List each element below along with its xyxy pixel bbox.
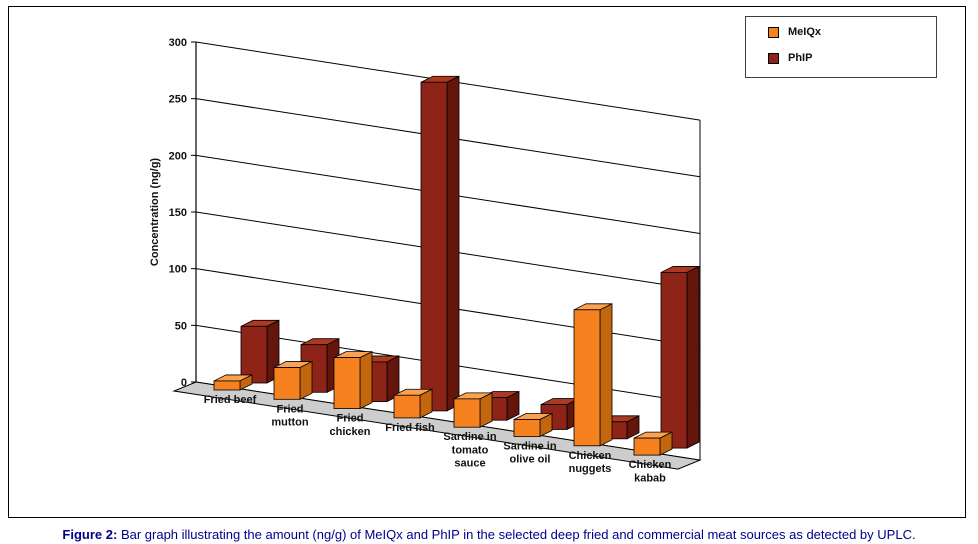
- legend-swatch-phip: [768, 52, 779, 64]
- bar-meiqx-4-side-face: [479, 392, 493, 428]
- legend: MeIQx PhIP: [745, 16, 937, 78]
- legend-item-phip: PhIP: [768, 52, 812, 64]
- category-label-4: Sardine in tomato sauce: [443, 431, 496, 469]
- bar-meiqx-6-side-face: [599, 303, 613, 447]
- y-tick-label-50: 50: [175, 320, 187, 332]
- category-label-0: Fried beef: [204, 394, 257, 406]
- bar-meiqx-2-front-face: [333, 357, 361, 410]
- bar-phip-3: [420, 75, 460, 412]
- bar-meiqx-0-front-face: [213, 380, 241, 391]
- category-label-2: Fried chicken: [330, 413, 371, 438]
- category-label-6: Chicken nuggets: [569, 450, 612, 475]
- bar-phip-1: [300, 338, 340, 393]
- bar-phip-0-front-face: [240, 325, 268, 384]
- y-tick-label-150: 150: [169, 207, 187, 219]
- caption-text: Bar graph illustrating the amount (ng/g)…: [117, 527, 916, 542]
- bar-phip-0: [240, 319, 280, 384]
- bar-phip-3-side-face: [446, 75, 460, 412]
- bar-meiqx-0: [213, 374, 253, 391]
- bar-meiqx-1-front-face: [273, 367, 301, 400]
- bar-phip-7-front-face: [660, 272, 688, 449]
- bar-meiqx-1: [273, 360, 313, 400]
- figure-caption: Figure 2: Bar graph illustrating the amo…: [0, 527, 978, 542]
- category-label-3: Fried fish: [385, 422, 435, 434]
- bar-meiqx-5: [513, 412, 553, 438]
- y-axis-title: Concentration (ng/g): [149, 158, 161, 266]
- legend-item-meiqx: MeIQx: [768, 26, 821, 38]
- y-tick-label-250: 250: [169, 94, 187, 106]
- bar-meiqx-2: [333, 350, 373, 410]
- y-tick-label-0: 0: [181, 377, 187, 389]
- legend-label-meiqx: MeIQx: [788, 26, 822, 38]
- bar-meiqx-4-front-face: [453, 398, 481, 428]
- bar-meiqx-7: [633, 431, 673, 456]
- bar-meiqx-4: [453, 392, 493, 428]
- bar-phip-3-front-face: [420, 81, 448, 412]
- legend-label-phip: PhIP: [788, 52, 813, 64]
- y-tick-label-100: 100: [169, 264, 187, 276]
- legend-swatch-meiqx: [768, 26, 779, 38]
- bar-meiqx-6: [573, 303, 613, 447]
- bar-phip-7: [660, 265, 700, 449]
- bar-meiqx-1-side-face: [299, 360, 313, 400]
- bar-meiqx-7-front-face: [633, 437, 661, 456]
- y-tick-label-300: 300: [169, 37, 187, 49]
- caption-prefix: Figure 2:: [62, 527, 118, 542]
- category-label-5: Sardine in olive oil: [503, 441, 556, 466]
- bar-meiqx-3-front-face: [393, 394, 421, 419]
- bar-meiqx-2-side-face: [359, 350, 373, 410]
- bar-meiqx-6-front-face: [573, 309, 601, 447]
- category-label-1: Fried mutton: [271, 403, 309, 428]
- bar-phip-7-side-face: [686, 265, 700, 449]
- bar-meiqx-5-front-face: [513, 419, 541, 437]
- category-label-7: Chicken kabab: [629, 459, 672, 484]
- bar-meiqx-3: [393, 388, 433, 419]
- y-tick-label-200: 200: [169, 150, 187, 162]
